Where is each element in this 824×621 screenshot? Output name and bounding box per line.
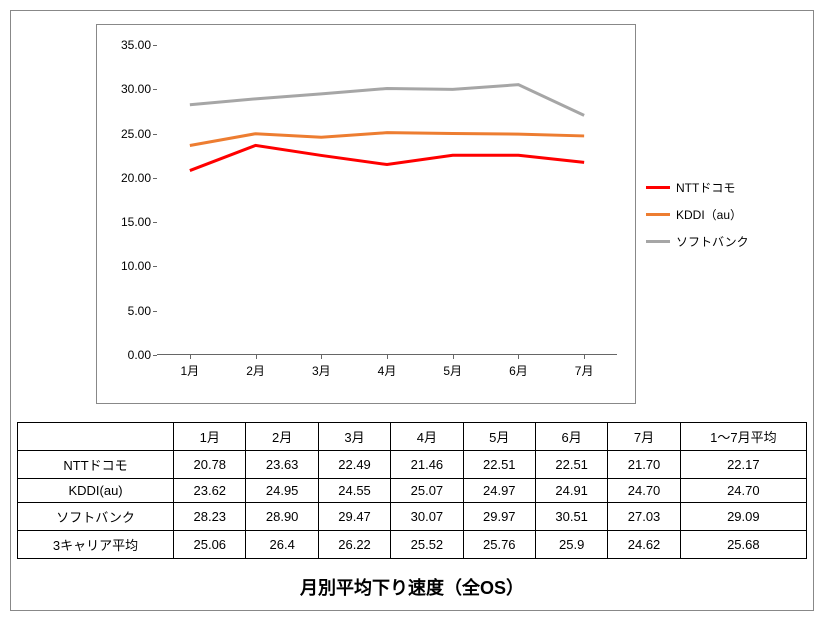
table-header-cell: 7月 xyxy=(608,423,680,451)
table-row: NTTドコモ20.7823.6322.4921.4622.5122.5121.7… xyxy=(18,451,807,479)
table-cell: 25.52 xyxy=(391,531,463,559)
table-cell: 25.07 xyxy=(391,479,463,503)
chart-title: 月別平均下り速度（全OS） xyxy=(16,574,808,600)
table-cell: 27.03 xyxy=(608,503,680,531)
table-cell: 24.97 xyxy=(463,479,535,503)
legend-label: NTTドコモ xyxy=(676,179,735,196)
table-header-cell: 3月 xyxy=(318,423,390,451)
table-cell: 21.70 xyxy=(608,451,680,479)
table-header-cell: 5月 xyxy=(463,423,535,451)
table-header-cell: 1～7月平均 xyxy=(680,423,806,451)
legend-swatch xyxy=(646,213,670,216)
y-axis-label: 20.00 xyxy=(121,171,157,185)
table-header-row: 1月2月3月4月5月6月7月1～7月平均 xyxy=(18,423,807,451)
table-cell: 30.07 xyxy=(391,503,463,531)
x-tick xyxy=(321,355,322,359)
table-cell: 22.17 xyxy=(680,451,806,479)
y-axis-label: 30.00 xyxy=(121,82,157,96)
y-axis-label: 5.00 xyxy=(128,304,157,318)
table-cell: 30.51 xyxy=(535,503,607,531)
y-axis-label: 15.00 xyxy=(121,215,157,229)
table-cell: 23.62 xyxy=(174,479,246,503)
table-cell: 25.76 xyxy=(463,531,535,559)
table-rowhead: NTTドコモ xyxy=(18,451,174,479)
legend-label: ソフトバンク xyxy=(676,233,749,250)
series-line xyxy=(190,145,584,170)
table-cell: 22.51 xyxy=(535,451,607,479)
y-axis-label: 25.00 xyxy=(121,127,157,141)
x-tick xyxy=(453,355,454,359)
legend-item: NTTドコモ xyxy=(646,179,749,196)
chart-svg xyxy=(157,45,617,354)
table-cell: 25.9 xyxy=(535,531,607,559)
table-cell: 24.70 xyxy=(680,479,806,503)
legend: NTTドコモ KDDI（au） ソフトバンク xyxy=(646,169,749,260)
table-rowhead: ソフトバンク xyxy=(18,503,174,531)
chart-container: 0.00 5.00 10.00 15.00 20.00 25.00 30.00 35.00 1月… xyxy=(10,10,814,611)
table-row: 3キャリア平均25.0626.426.2225.5225.7625.924.62… xyxy=(18,531,807,559)
legend-swatch xyxy=(646,240,670,243)
x-tick xyxy=(584,355,585,359)
table-cell: 24.55 xyxy=(318,479,390,503)
table-cell: 22.51 xyxy=(463,451,535,479)
series-line xyxy=(190,85,584,116)
table-header-cell xyxy=(18,423,174,451)
table-cell: 24.91 xyxy=(535,479,607,503)
table-cell: 24.70 xyxy=(608,479,680,503)
chart-box: 0.005.0010.0015.0020.0025.0030.0035.001月… xyxy=(96,24,636,404)
table-cell: 28.90 xyxy=(246,503,318,531)
series-line xyxy=(190,133,584,146)
table-rowhead: 3キャリア平均 xyxy=(18,531,174,559)
table-cell: 23.63 xyxy=(246,451,318,479)
x-tick xyxy=(256,355,257,359)
table-cell: 29.47 xyxy=(318,503,390,531)
legend-swatch xyxy=(646,186,670,189)
table-body: NTTドコモ20.7823.6322.4921.4622.5122.5121.7… xyxy=(18,451,807,559)
table-cell: 26.22 xyxy=(318,531,390,559)
table-cell: 22.49 xyxy=(318,451,390,479)
x-tick xyxy=(190,355,191,359)
table-row: KDDI(au)23.6224.9524.5525.0724.9724.9124… xyxy=(18,479,807,503)
table-header-cell: 6月 xyxy=(535,423,607,451)
legend-label: KDDI（au） xyxy=(676,206,742,223)
chart-and-legend: 0.005.0010.0015.0020.0025.0030.0035.001月… xyxy=(86,16,808,412)
table-cell: 29.97 xyxy=(463,503,535,531)
legend-item: ソフトバンク xyxy=(646,233,749,250)
legend-item: KDDI（au） xyxy=(646,206,749,223)
table-header-cell: 1月 xyxy=(174,423,246,451)
table-cell: 28.23 xyxy=(174,503,246,531)
table-cell: 25.06 xyxy=(174,531,246,559)
x-tick xyxy=(387,355,388,359)
x-tick xyxy=(518,355,519,359)
y-axis-label: 0.00 xyxy=(128,348,157,362)
plot-area: 0.005.0010.0015.0020.0025.0030.0035.001月… xyxy=(157,45,617,355)
table-row: ソフトバンク28.2328.9029.4730.0729.9730.5127.0… xyxy=(18,503,807,531)
table-header-cell: 4月 xyxy=(391,423,463,451)
data-table: 1月2月3月4月5月6月7月1～7月平均 NTTドコモ20.7823.6322.… xyxy=(17,422,807,559)
table-cell: 21.46 xyxy=(391,451,463,479)
table-header-cell: 2月 xyxy=(246,423,318,451)
y-axis-label: 10.00 xyxy=(121,259,157,273)
table-cell: 24.62 xyxy=(608,531,680,559)
y-axis-label: 35.00 xyxy=(121,38,157,52)
table-rowhead: KDDI(au) xyxy=(18,479,174,503)
table-cell: 26.4 xyxy=(246,531,318,559)
table-cell: 25.68 xyxy=(680,531,806,559)
table-cell: 29.09 xyxy=(680,503,806,531)
table-cell: 24.95 xyxy=(246,479,318,503)
table-cell: 20.78 xyxy=(174,451,246,479)
